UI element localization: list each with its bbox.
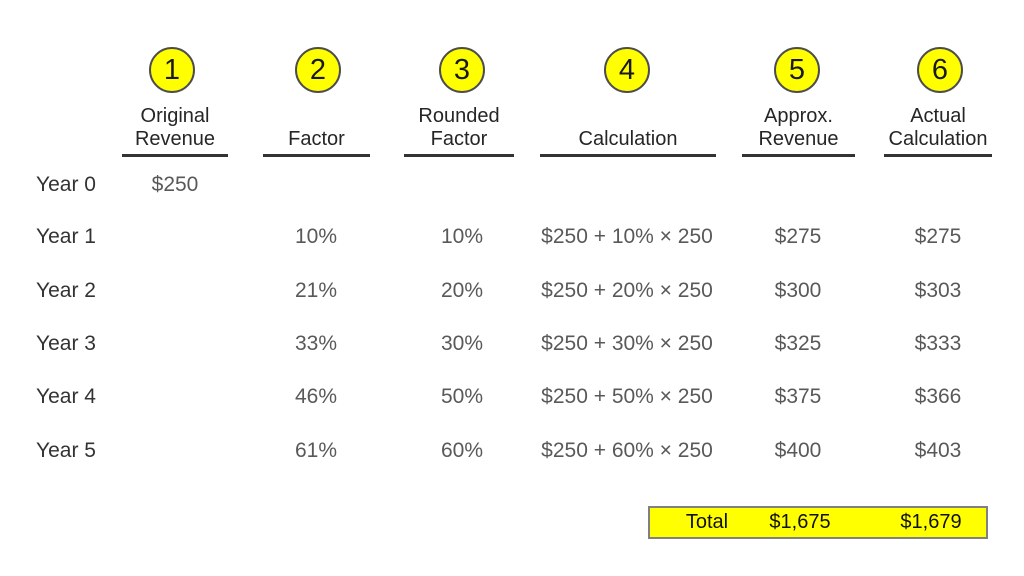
factor-cell: 46% [294, 385, 338, 408]
header-line: Calculation [578, 128, 678, 150]
column-header-factor: Factor [263, 100, 370, 157]
step-circle-4: 4 [604, 47, 650, 93]
step-number: 5 [788, 53, 806, 86]
column-header-approx-revenue: Approx. Revenue [742, 100, 855, 157]
rounded-factor-cell: 50% [440, 385, 484, 408]
header-line: Factor [430, 128, 488, 150]
step-number: 3 [453, 53, 471, 86]
column-header-original-revenue: Original Revenue [122, 100, 228, 157]
header-line: Revenue [134, 128, 216, 150]
approx-revenue-cell: $375 [774, 385, 822, 408]
column-header-actual-calculation: Actual Calculation [884, 100, 992, 157]
approx-revenue-cell: $300 [774, 279, 822, 302]
step-circle-1: 1 [149, 47, 195, 93]
actual-calculation-cell: $303 [914, 279, 962, 302]
column-header-rounded-factor: Rounded Factor [404, 100, 514, 157]
actual-calculation-cell: $403 [914, 439, 962, 462]
header-line: Revenue [758, 128, 839, 150]
factor-cell: 33% [294, 332, 338, 355]
header-line: Rounded [418, 105, 500, 127]
header-line: Approx. [764, 105, 833, 127]
step-number: 4 [618, 53, 636, 86]
factor-cell: 21% [294, 279, 338, 302]
step-circle-5: 5 [774, 47, 820, 93]
step-number: 2 [309, 53, 327, 86]
actual-calculation-cell: $275 [914, 225, 962, 248]
total-approx-revenue: $1,675 [769, 511, 831, 533]
approx-revenue-cell: $400 [774, 439, 822, 462]
year-label: Year 0 [36, 173, 96, 196]
calculation-cell: $250 + 60% × 250 [541, 439, 713, 462]
original-revenue-cell: $250 [151, 173, 199, 196]
total-label: Total [685, 511, 729, 533]
step-number: 1 [163, 53, 181, 86]
step-circle-6: 6 [917, 47, 963, 93]
calculation-cell: $250 + 20% × 250 [541, 279, 713, 302]
header-line: Original [140, 105, 210, 127]
rounded-factor-cell: 10% [440, 225, 484, 248]
actual-calculation-cell: $366 [914, 385, 962, 408]
approx-revenue-cell: $275 [774, 225, 822, 248]
column-header-calculation: Calculation [540, 100, 716, 157]
factor-cell: 10% [294, 225, 338, 248]
year-label: Year 5 [36, 439, 96, 462]
calculation-cell: $250 + 50% × 250 [541, 385, 713, 408]
rounded-factor-cell: 20% [440, 279, 484, 302]
header-line: Factor [288, 128, 345, 150]
total-row: Total $1,675 $1,679 [648, 506, 988, 539]
approx-revenue-cell: $325 [774, 332, 822, 355]
calculation-cell: $250 + 10% × 250 [541, 225, 713, 248]
factor-cell: 61% [294, 439, 338, 462]
header-line: Calculation [888, 128, 988, 150]
year-label: Year 1 [36, 225, 96, 248]
rounded-factor-cell: 30% [440, 332, 484, 355]
calculation-cell: $250 + 30% × 250 [541, 332, 713, 355]
total-actual-calculation: $1,679 [900, 511, 962, 533]
year-label: Year 4 [36, 385, 96, 408]
step-number: 6 [931, 53, 949, 86]
step-circle-3: 3 [439, 47, 485, 93]
rounded-factor-cell: 60% [440, 439, 484, 462]
year-label: Year 2 [36, 279, 96, 302]
actual-calculation-cell: $333 [914, 332, 962, 355]
header-line: Actual [910, 105, 966, 127]
year-label: Year 3 [36, 332, 96, 355]
step-circle-2: 2 [295, 47, 341, 93]
